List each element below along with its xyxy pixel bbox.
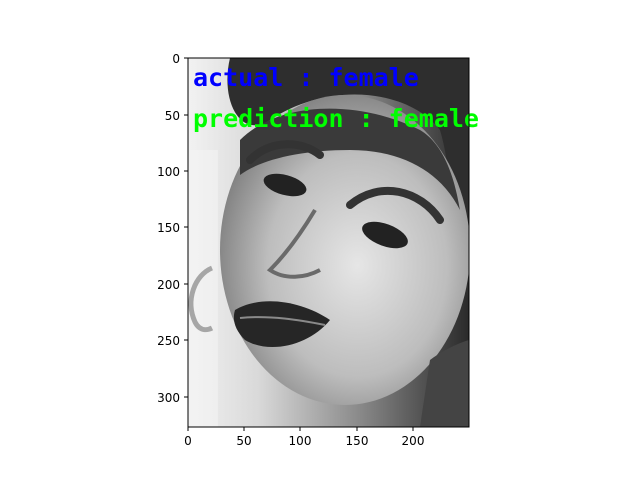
face-image — [188, 58, 469, 427]
y-tick-label: 0 — [172, 52, 180, 66]
y-tick-label: 250 — [157, 334, 180, 348]
y-tick-label: 300 — [157, 391, 180, 405]
y-tick-label: 50 — [165, 109, 180, 123]
actual-label: actual : female — [193, 63, 419, 92]
x-axis: 0 50 100 150 200 — [184, 427, 424, 448]
x-tick-label: 50 — [236, 434, 251, 448]
x-tick-label: 150 — [346, 434, 369, 448]
x-tick-label: 200 — [402, 434, 425, 448]
y-tick-label: 150 — [157, 221, 180, 235]
prediction-label: prediction : female — [193, 104, 479, 133]
x-tick-label: 0 — [184, 434, 192, 448]
x-tick-label: 100 — [289, 434, 312, 448]
y-tick-label: 200 — [157, 278, 180, 292]
axes-frame — [187, 57, 470, 428]
y-axis: 0 50 100 150 200 250 300 — [157, 52, 188, 405]
y-tick-label: 100 — [157, 165, 180, 179]
